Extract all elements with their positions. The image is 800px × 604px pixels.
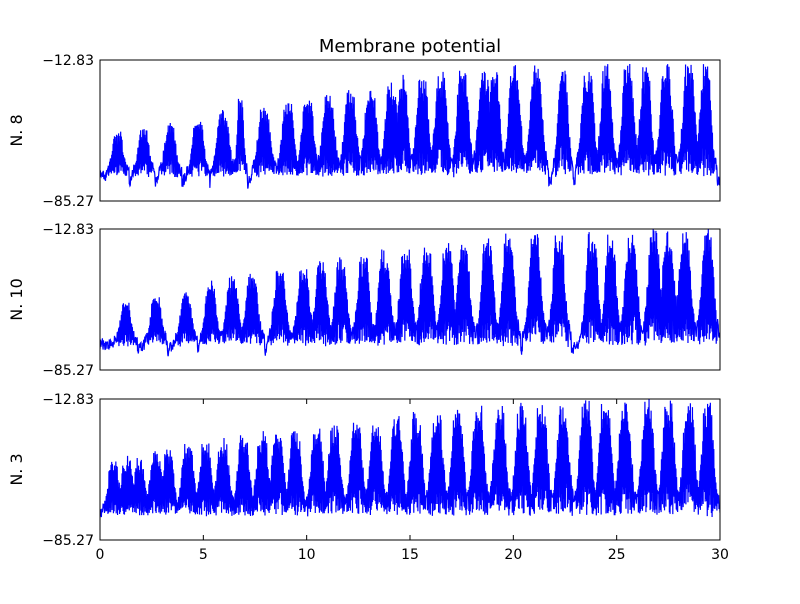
- y-axis-label-3: N. 3: [7, 453, 26, 485]
- x-tick-label-3: 15: [401, 547, 419, 563]
- y-tick-label-1-1: −85.27: [42, 194, 94, 210]
- x-tick-label-5: 25: [608, 547, 626, 563]
- axes-frame-1: [99, 59, 721, 202]
- axes-frame-2: [99, 228, 721, 371]
- y-axis-label-2: N. 10: [7, 278, 26, 321]
- series-line-1: [100, 64, 720, 189]
- y-tick-label-3-0: −12.83: [42, 392, 94, 408]
- y-tick-label-3-1: −85.27: [42, 533, 94, 549]
- subplot-3: −12.83 −85.27 N. 3 0 5 10 15 20 25 30: [7, 392, 729, 563]
- chart-title: Membrane potential: [319, 36, 501, 57]
- series-line-2: [100, 229, 720, 357]
- y-tick-label-1-0: −12.83: [42, 53, 94, 69]
- y-tick-label-2-0: −12.83: [42, 222, 94, 238]
- y-axis-label-1: N. 8: [7, 114, 26, 146]
- x-tick-label-6: 30: [711, 547, 729, 563]
- series-line-3: [100, 399, 720, 518]
- y-tick-label-2-1: −85.27: [42, 363, 94, 379]
- subplot-1: −12.83 −85.27 N. 8: [7, 53, 721, 210]
- x-tick-label-4: 20: [504, 547, 522, 563]
- x-tick-label-0: 0: [96, 547, 105, 563]
- subplot-panels: −12.83−85.27N. 8−12.83−85.27N. 10−12.83−…: [7, 53, 729, 563]
- subplot-2: −12.83 −85.27 N. 10: [7, 222, 721, 379]
- x-tick-label-2: 10: [298, 547, 316, 563]
- x-tick-label-1: 5: [199, 547, 208, 563]
